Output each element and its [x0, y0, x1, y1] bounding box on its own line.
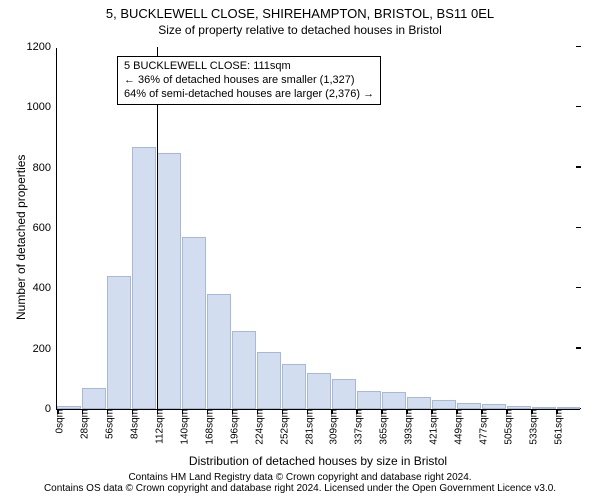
x-tick-label: 505sqm [502, 409, 515, 445]
histogram-bar [157, 153, 181, 409]
page-subtitle: Size of property relative to detached ho… [0, 21, 600, 37]
histogram-bar [207, 294, 231, 409]
annotation-line: 64% of semi-detached houses are larger (… [124, 88, 374, 102]
x-tick-label: 561sqm [552, 409, 565, 445]
x-tick-label: 337sqm [352, 409, 365, 445]
x-tick-label: 365sqm [377, 409, 390, 445]
x-tick-label: 196sqm [227, 409, 240, 445]
x-tick-label: 281sqm [302, 409, 315, 445]
y-tick-label: 1200 [27, 41, 57, 53]
histogram-bar [282, 364, 306, 409]
x-tick-label: 0sqm [53, 409, 66, 433]
histogram-bar [432, 400, 456, 409]
x-tick-label: 56sqm [102, 409, 115, 439]
x-tick-label: 393sqm [402, 409, 415, 445]
x-tick-label: 112sqm [152, 409, 165, 444]
annotation-line: 5 BUCKLEWELL CLOSE: 111sqm [124, 60, 374, 74]
histogram-bar [257, 352, 281, 409]
y-tick-mark [576, 287, 581, 289]
annotation-line: ← 36% of detached houses are smaller (1,… [124, 74, 374, 88]
y-tick-label: 800 [33, 162, 57, 174]
plot-area: 0200400600800100012000sqm28sqm56sqm84sqm… [56, 48, 580, 410]
histogram-bar [107, 276, 131, 409]
y-tick-mark [576, 227, 581, 229]
histogram-chart: 0200400600800100012000sqm28sqm56sqm84sqm… [56, 48, 580, 410]
y-tick-label: 200 [33, 343, 57, 355]
x-tick-label: 28sqm [77, 409, 90, 439]
histogram-bar [332, 379, 356, 409]
histogram-bar [182, 237, 206, 409]
x-tick-label: 84sqm [127, 409, 140, 439]
y-tick-mark [576, 166, 581, 168]
x-tick-label: 421sqm [427, 409, 440, 445]
x-axis-label: Distribution of detached houses by size … [56, 454, 580, 468]
histogram-bar [132, 147, 156, 409]
histogram-bar [307, 373, 331, 409]
x-tick-label: 449sqm [452, 409, 465, 445]
annotation-box: 5 BUCKLEWELL CLOSE: 111sqm← 36% of detac… [117, 56, 381, 105]
x-tick-label: 168sqm [202, 409, 215, 445]
y-tick-label: 1000 [27, 101, 57, 113]
histogram-bar [82, 388, 106, 409]
histogram-bar [407, 397, 431, 409]
y-tick-mark [576, 46, 581, 48]
page-title: 5, BUCKLEWELL CLOSE, SHIREHAMPTON, BRIST… [0, 0, 600, 21]
y-tick-label: 400 [33, 282, 57, 294]
y-tick-label: 600 [33, 222, 57, 234]
x-tick-label: 477sqm [477, 409, 490, 445]
histogram-bar [357, 391, 381, 409]
histogram-bar [232, 331, 256, 409]
footer-attribution: Contains HM Land Registry data © Crown c… [0, 472, 600, 494]
x-tick-label: 140sqm [177, 409, 190, 445]
x-tick-label: 224sqm [252, 409, 265, 445]
y-tick-mark [576, 347, 581, 349]
x-tick-label: 533sqm [527, 409, 540, 445]
y-axis-label: Number of detached properties [14, 155, 28, 320]
histogram-bar [382, 392, 406, 409]
y-tick-mark [576, 106, 581, 108]
x-tick-label: 252sqm [277, 409, 290, 445]
x-tick-label: 309sqm [327, 409, 340, 445]
